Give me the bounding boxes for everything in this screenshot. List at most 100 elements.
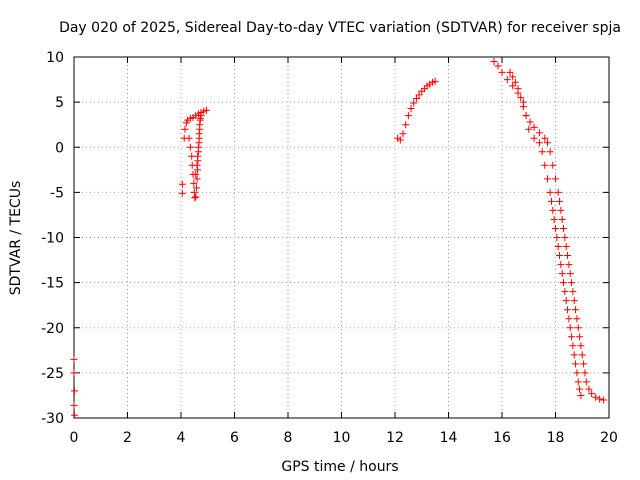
data-point — [592, 393, 600, 401]
data-point — [556, 252, 564, 260]
data-point — [585, 385, 593, 393]
y-tick-label: 5 — [55, 95, 64, 111]
y-tick-label: -10 — [41, 231, 64, 247]
grid — [74, 57, 609, 418]
ticks — [73, 56, 610, 419]
series-arc-2 — [394, 77, 439, 144]
data-point — [535, 139, 543, 147]
y-tick-label: -5 — [50, 185, 64, 201]
data-point — [530, 134, 538, 142]
data-point — [568, 279, 576, 287]
data-point — [70, 355, 78, 363]
data-point — [525, 125, 533, 133]
data-point — [396, 136, 404, 144]
x-tick-label: 12 — [386, 430, 404, 446]
data-point — [412, 95, 420, 103]
data-point — [185, 134, 193, 142]
data-point — [572, 306, 580, 314]
data-point — [547, 197, 555, 205]
data-point — [193, 184, 201, 192]
data-point — [558, 270, 566, 278]
data-point — [581, 369, 589, 377]
data-point — [561, 288, 569, 296]
data-point — [570, 297, 578, 305]
series-start — [70, 355, 79, 419]
x-tick-label: 10 — [333, 430, 351, 446]
data-point — [560, 279, 568, 287]
data-point — [509, 82, 517, 90]
series-arc-1-outlier — [178, 180, 186, 197]
data-point — [546, 188, 554, 196]
data-point — [566, 270, 574, 278]
data-point — [541, 134, 549, 142]
data-point — [530, 123, 538, 131]
x-tick-label: 20 — [600, 430, 618, 446]
data-point — [517, 94, 525, 102]
data-point — [552, 175, 559, 183]
data-point — [535, 129, 543, 137]
data-point — [573, 315, 581, 323]
data-point — [569, 342, 577, 350]
x-tick-label: 8 — [284, 430, 293, 446]
data-point — [543, 139, 551, 147]
y-tick-label: -20 — [41, 321, 64, 337]
y-tick-label: 0 — [55, 140, 64, 156]
data-point — [195, 134, 203, 142]
data-point — [554, 188, 562, 196]
data-point — [538, 148, 546, 156]
data-point — [415, 91, 423, 99]
data-point — [194, 143, 202, 151]
data-point — [566, 324, 574, 332]
data-point — [506, 68, 514, 76]
data-point — [580, 360, 588, 368]
data-point — [549, 161, 557, 169]
data-point — [399, 130, 407, 138]
tick-labels: 0 2 4 6 8 10 12 14 16 18 20 -30 -25 -20 -15 -10 -5 0 5 10 — [41, 50, 618, 446]
data-point — [196, 114, 204, 122]
data-point — [503, 76, 511, 84]
data-point — [178, 189, 186, 197]
data-point — [568, 333, 576, 341]
data-point — [565, 315, 573, 323]
data-point — [564, 306, 572, 314]
data-point — [572, 360, 580, 368]
data-point — [407, 104, 415, 112]
data-point — [549, 206, 557, 214]
data-point — [561, 234, 569, 241]
data-point — [552, 224, 559, 232]
data-point — [596, 395, 604, 403]
data-point — [577, 342, 585, 350]
x-axis-label: GPS time / hours — [281, 459, 398, 475]
data-point — [570, 351, 578, 359]
data-point — [543, 175, 551, 183]
data-point — [577, 391, 585, 399]
data-point — [202, 106, 210, 114]
data-point — [514, 85, 522, 93]
data-point — [558, 215, 566, 223]
data-point — [196, 125, 204, 133]
data-point — [188, 152, 196, 160]
data-point — [588, 390, 596, 398]
data-point — [576, 333, 584, 341]
data-point — [526, 118, 534, 126]
data-point — [509, 73, 517, 81]
data-point — [557, 206, 565, 214]
data-point — [70, 401, 78, 409]
x-tick-label: 18 — [547, 430, 565, 446]
x-tick-label: 16 — [493, 430, 511, 446]
data-point — [553, 234, 561, 241]
data-point — [410, 99, 418, 107]
data-point — [574, 324, 582, 332]
data-point — [562, 297, 570, 305]
data-point — [578, 351, 586, 359]
data-point — [71, 411, 79, 419]
data-point — [560, 224, 568, 232]
data-point — [564, 252, 572, 260]
data-point — [191, 194, 199, 202]
series-arc-1 — [180, 106, 210, 202]
data-point — [404, 112, 412, 120]
series-arc-3b — [506, 68, 608, 404]
x-tick-label: 6 — [230, 430, 239, 446]
data-point — [194, 166, 202, 174]
points — [70, 58, 608, 419]
